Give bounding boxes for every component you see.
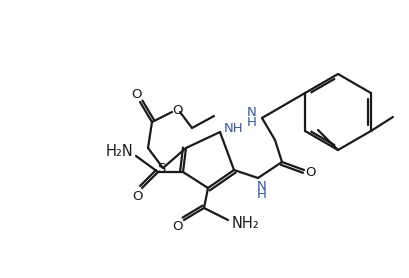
Text: O: O xyxy=(305,165,315,178)
Text: O: O xyxy=(133,190,143,202)
Text: H₂N: H₂N xyxy=(106,145,134,160)
Text: H: H xyxy=(247,115,256,128)
Text: O: O xyxy=(172,105,183,118)
Text: O: O xyxy=(172,220,183,232)
Text: NH₂: NH₂ xyxy=(231,217,259,232)
Text: S: S xyxy=(156,163,165,175)
Text: N: N xyxy=(247,106,256,120)
Text: NH: NH xyxy=(224,123,243,135)
Text: O: O xyxy=(131,88,142,101)
Text: N: N xyxy=(256,180,266,192)
Text: H: H xyxy=(256,188,266,202)
